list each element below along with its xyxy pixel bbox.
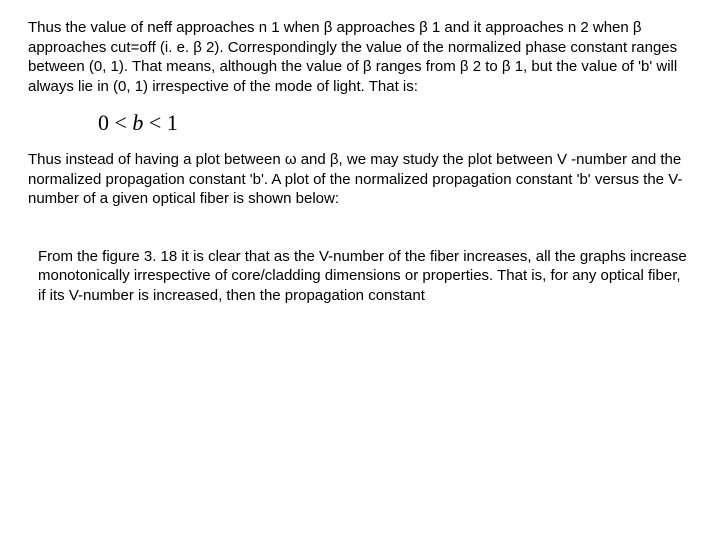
paragraph-2: Thus instead of having a plot between ω …	[28, 150, 692, 209]
formula-mid: b	[132, 110, 143, 135]
formula-op-1: <	[115, 110, 127, 135]
formula-op-2: <	[149, 110, 161, 135]
formula-rhs: 1	[167, 110, 178, 135]
paragraph-1: Thus the value of neff approaches n 1 wh…	[28, 18, 692, 96]
paragraph-3: From the figure 3. 18 it is clear that a…	[28, 247, 692, 306]
formula-inequality: 0 < b < 1	[98, 110, 692, 136]
formula-lhs: 0	[98, 110, 109, 135]
